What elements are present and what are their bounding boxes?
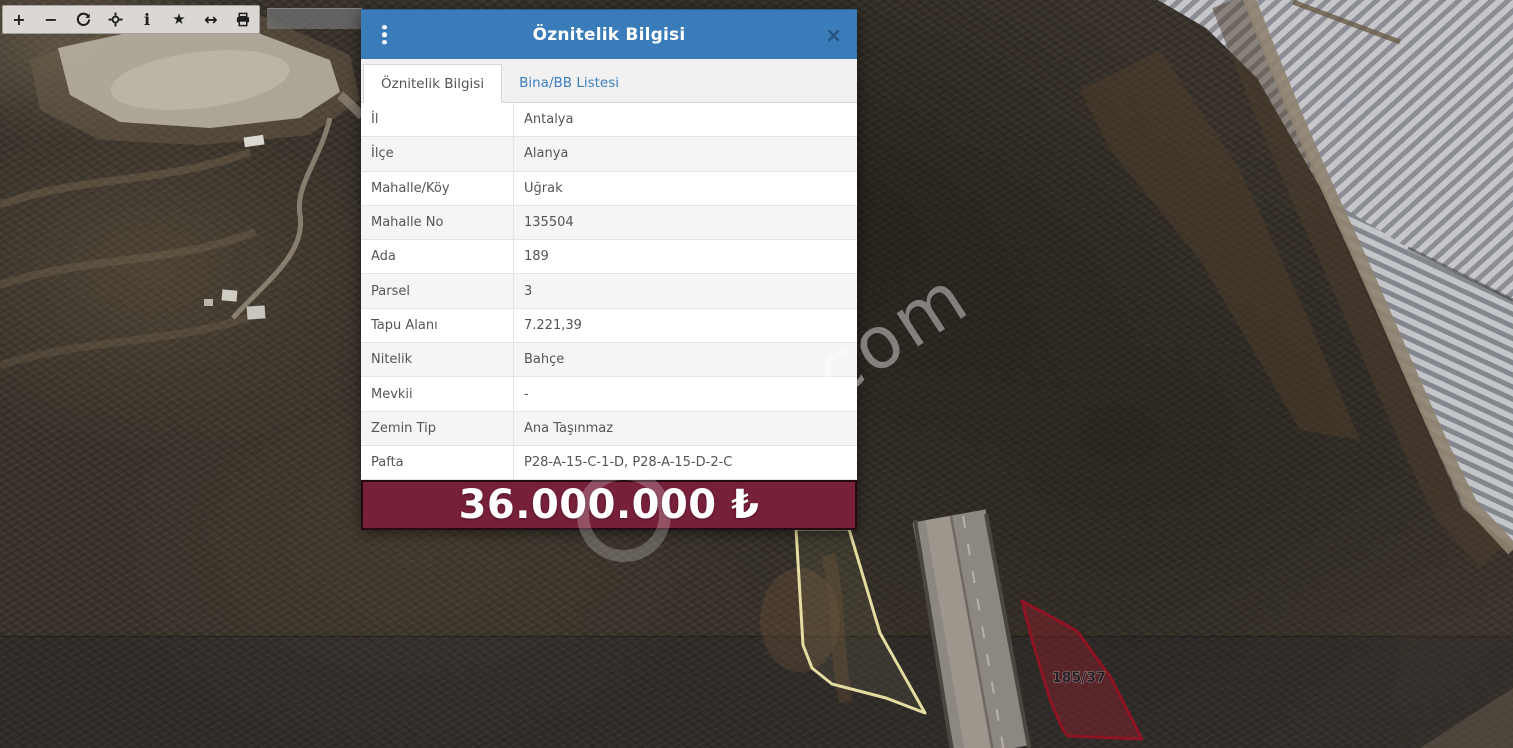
table-row: Nitelik Bahçe [361,343,857,378]
building [246,305,266,320]
attribute-label: Nitelik [371,352,413,368]
attribute-label: İl [371,112,379,128]
price-value: 36.000.000 ₺ [458,482,760,529]
info-button[interactable]: i [143,9,151,29]
service-road [1242,0,1513,555]
attribute-value: 3 [513,274,857,308]
attribute-label: Mahalle/Köy [371,180,450,196]
building [221,289,238,302]
terrace-line [0,228,257,289]
attribute-value: Antalya [513,103,857,137]
table-row: İlçe Alanya [361,137,857,172]
terrace-line [0,308,264,369]
tab-bina-bb-listesi[interactable]: Bina/BB Listesi [519,75,620,91]
attribute-label: İlçe [371,146,394,162]
building [204,299,213,306]
field-patch [1420,688,1513,748]
building [243,134,265,148]
refresh-icon [76,12,91,27]
table-row: Tapu Alanı 7.221,39 [361,308,857,344]
attribute-value: 189 [513,240,857,274]
attribute-label: Parsel [371,283,410,299]
table-row: Parsel 3 [361,274,857,309]
dirt-trail [821,553,853,704]
print-button[interactable] [229,8,257,31]
parcel-polygon-yellow[interactable] [794,527,927,715]
attribute-table: İl Antalya İlçe Alanya Mahalle/Köy Uğrak Ma… [361,103,857,481]
table-row: Pafta P28-A-15-C-1-D, P28-A-15-D-2-C [361,445,857,481]
attribute-value: 7.221,39 [513,308,857,343]
close-icon[interactable]: × [825,22,842,47]
table-row: İl Antalya [361,103,857,138]
kebab-menu-icon[interactable] [382,24,387,45]
attribute-value: - [513,377,857,411]
locate-button[interactable] [101,8,129,31]
dialog-header: Öznitelik Bilgisi × [361,9,857,59]
printer-icon [235,12,251,27]
table-row: Mahalle/Köy Uğrak [361,171,857,206]
attribute-value: Alanya [513,137,857,171]
attribute-value: 135504 [513,205,857,240]
pole [1292,0,1401,45]
attribute-label: Ada [371,249,396,265]
parcel-polygon-red[interactable] [1020,599,1144,741]
terrace-line [0,148,252,209]
tab-oznitelik-bilgisi[interactable]: Öznitelik Bilgisi [363,64,503,103]
attribute-label: Mahalle No [371,215,444,231]
quarry-highlight [110,50,290,110]
dirt-shoulder [1212,0,1506,568]
tile-seam-band [0,637,1513,748]
attribute-value: Ana Taşınmaz [513,411,857,445]
highway [912,509,1032,748]
attribute-label: Pafta [371,455,404,471]
attribute-label: Tapu Alanı [371,317,438,333]
attribute-value: Uğrak [513,171,857,205]
zoom-out-button[interactable]: − [44,9,58,29]
attribute-value: Bahçe [513,343,857,377]
dirt-road [337,91,366,120]
dialog-title: Öznitelik Bilgisi [532,24,686,45]
parcel-label: 185/37 [1052,670,1106,686]
table-row: Zemin Tip Ana Taşınmaz [361,411,857,446]
crosshair-icon [107,12,123,27]
winding-path [231,117,333,320]
refresh-button[interactable] [69,8,97,31]
dialog-tabs: Öznitelik Bilgisi Bina/BB Listesi [361,59,857,103]
table-row: Ada 189 [361,240,857,275]
attribute-value: P28-A-15-C-1-D, P28-A-15-D-2-C [513,445,857,480]
table-row: Mevkii - [361,377,857,412]
dirt-strip [1080,50,1360,440]
attribute-dialog: Öznitelik Bilgisi × Öznitelik Bilgisi Bi… [361,9,857,531]
attribute-label: Mevkii [371,386,413,402]
map-scale-box [267,8,362,29]
greenhouse-seam [1407,246,1513,302]
measure-button[interactable]: ↔ [204,9,218,29]
map-toolbar: + − i ★ ↔ [2,5,260,34]
tile-seam-corner [1395,633,1513,748]
attribute-label: Zemin Tip [371,420,436,436]
price-banner: 36.000.000 ₺ [361,480,857,531]
zoom-in-button[interactable]: + [12,9,26,29]
favorites-button[interactable]: ★ [172,10,186,28]
table-row: Mahalle No 135504 [361,205,857,241]
